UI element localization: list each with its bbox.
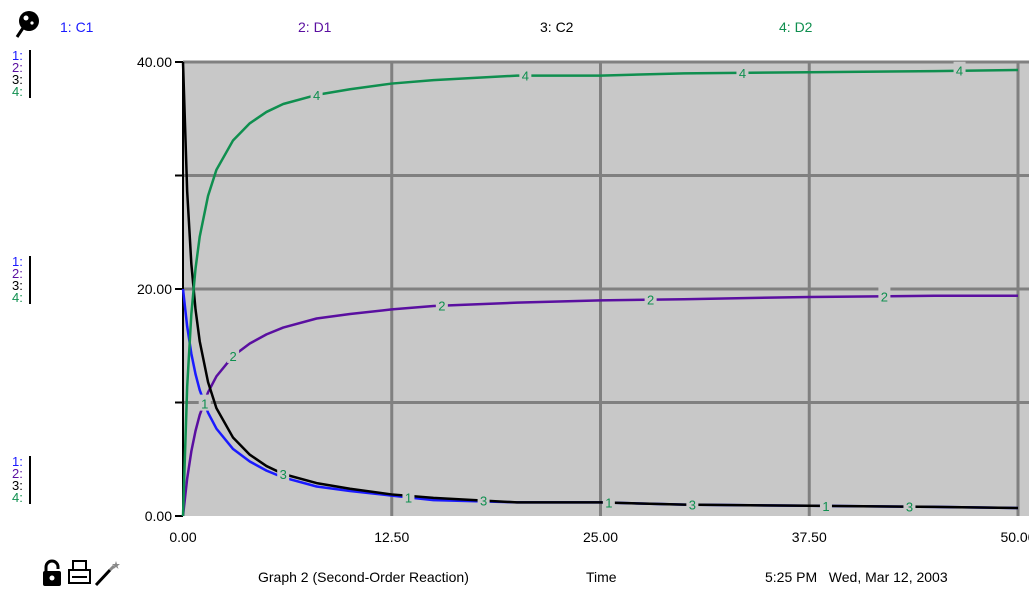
series-marker-d1: 2 <box>227 346 240 364</box>
scale-key-stack: 1:2:3:4: <box>12 254 31 305</box>
svg-text:2: 2 <box>229 349 236 364</box>
series-marker-c1: 1 <box>402 488 415 505</box>
x-tick-label: 37.50 <box>792 529 827 545</box>
svg-text:4: 4 <box>522 69 529 84</box>
scale-key-label: 3: <box>12 478 23 493</box>
scale-key-label: 3: <box>12 72 23 87</box>
legend-item-d2: 4: D2 <box>779 19 813 35</box>
svg-text:1: 1 <box>405 490 412 505</box>
series-marker-d2: 4 <box>953 61 966 79</box>
svg-text:2: 2 <box>438 299 445 314</box>
y-tick-label: 20.00 <box>137 281 172 297</box>
grid-lines <box>183 60 1029 516</box>
scale-key-stack: 1:2:3:4: <box>12 454 31 505</box>
x-tick-label: 0.00 <box>169 529 196 545</box>
series-marker-d2: 4 <box>736 63 749 81</box>
series-marker-d1: 2 <box>878 287 891 304</box>
x-tick-labels: 0.00 12.50 25.00 37.50 50.00 <box>169 529 1029 545</box>
scale-key-label: 2: <box>12 266 23 281</box>
svg-text:3: 3 <box>480 494 487 509</box>
svg-text:1: 1 <box>201 397 208 412</box>
svg-text:4: 4 <box>739 66 746 81</box>
svg-text:4: 4 <box>956 64 963 79</box>
svg-text:2: 2 <box>881 289 888 304</box>
legend-item-c1: 1: C1 <box>60 19 94 35</box>
scale-key-label: 2: <box>12 466 23 481</box>
y-tick-label: 0.00 <box>145 508 172 524</box>
series-marker-d1: 2 <box>435 296 448 314</box>
svg-text:2: 2 <box>647 293 654 308</box>
series-marker-c2: 3 <box>277 465 290 482</box>
magic-wand-icon[interactable] <box>94 561 120 587</box>
svg-text:4: 4 <box>313 88 320 103</box>
scale-key-label: 2: <box>12 60 23 75</box>
x-axis-label: Time <box>586 569 617 585</box>
series-marker-c2: 3 <box>903 497 916 515</box>
series-marker-c1: 1 <box>198 394 211 412</box>
scale-key-label: 3: <box>12 278 23 293</box>
x-tick-label: 12.50 <box>374 529 409 545</box>
y-tick-labels: 0.00 20.00 40.00 <box>137 54 172 524</box>
scale-keys: 1:2:3:4:1:2:3:4:1:2:3:4: <box>12 48 31 505</box>
print-icon[interactable] <box>68 560 91 584</box>
scale-key-label: 4: <box>12 84 23 99</box>
svg-text:3: 3 <box>689 498 696 513</box>
svg-text:3: 3 <box>280 467 287 482</box>
series-marker-c2: 3 <box>477 491 490 509</box>
legend-item-c2: 3: C2 <box>540 19 574 35</box>
lock-icon[interactable] <box>43 559 61 586</box>
axes <box>175 61 184 517</box>
series-marker-c1: 1 <box>602 493 615 511</box>
series-line-d2 <box>181 68 1019 517</box>
series-marker-d1: 2 <box>644 290 657 308</box>
series-marker-d2: 4 <box>310 85 323 103</box>
scale-key-label: 4: <box>12 490 23 505</box>
scale-key-label: 1: <box>12 254 23 269</box>
pin-tool-icon[interactable] <box>15 11 39 38</box>
timestamp: 5:25 PM Wed, Mar 12, 2003 <box>765 569 948 585</box>
graph-title: Graph 2 (Second-Order Reaction) <box>258 569 469 585</box>
x-tick-label: 50.00 <box>1000 529 1029 545</box>
x-tick-label: 25.00 <box>583 529 618 545</box>
series-marker-c2: 3 <box>686 495 699 513</box>
series-marker-c1: 1 <box>819 496 832 514</box>
svg-text:1: 1 <box>605 496 612 511</box>
series-marker-d2: 4 <box>519 66 532 84</box>
y-tick-label: 40.00 <box>137 54 172 70</box>
svg-text:3: 3 <box>906 500 913 515</box>
scale-key-label: 4: <box>12 290 23 305</box>
scale-key-stack: 1:2:3:4: <box>12 48 31 99</box>
legend-item-d1: 2: D1 <box>298 19 332 35</box>
series-markers: 1 1 1 1 2 2 2 2 3 3 3 3 4 4 4 4 <box>198 61 966 515</box>
svg-text:1: 1 <box>822 499 829 514</box>
scale-key-label: 1: <box>12 48 23 63</box>
scale-key-label: 1: <box>12 454 23 469</box>
